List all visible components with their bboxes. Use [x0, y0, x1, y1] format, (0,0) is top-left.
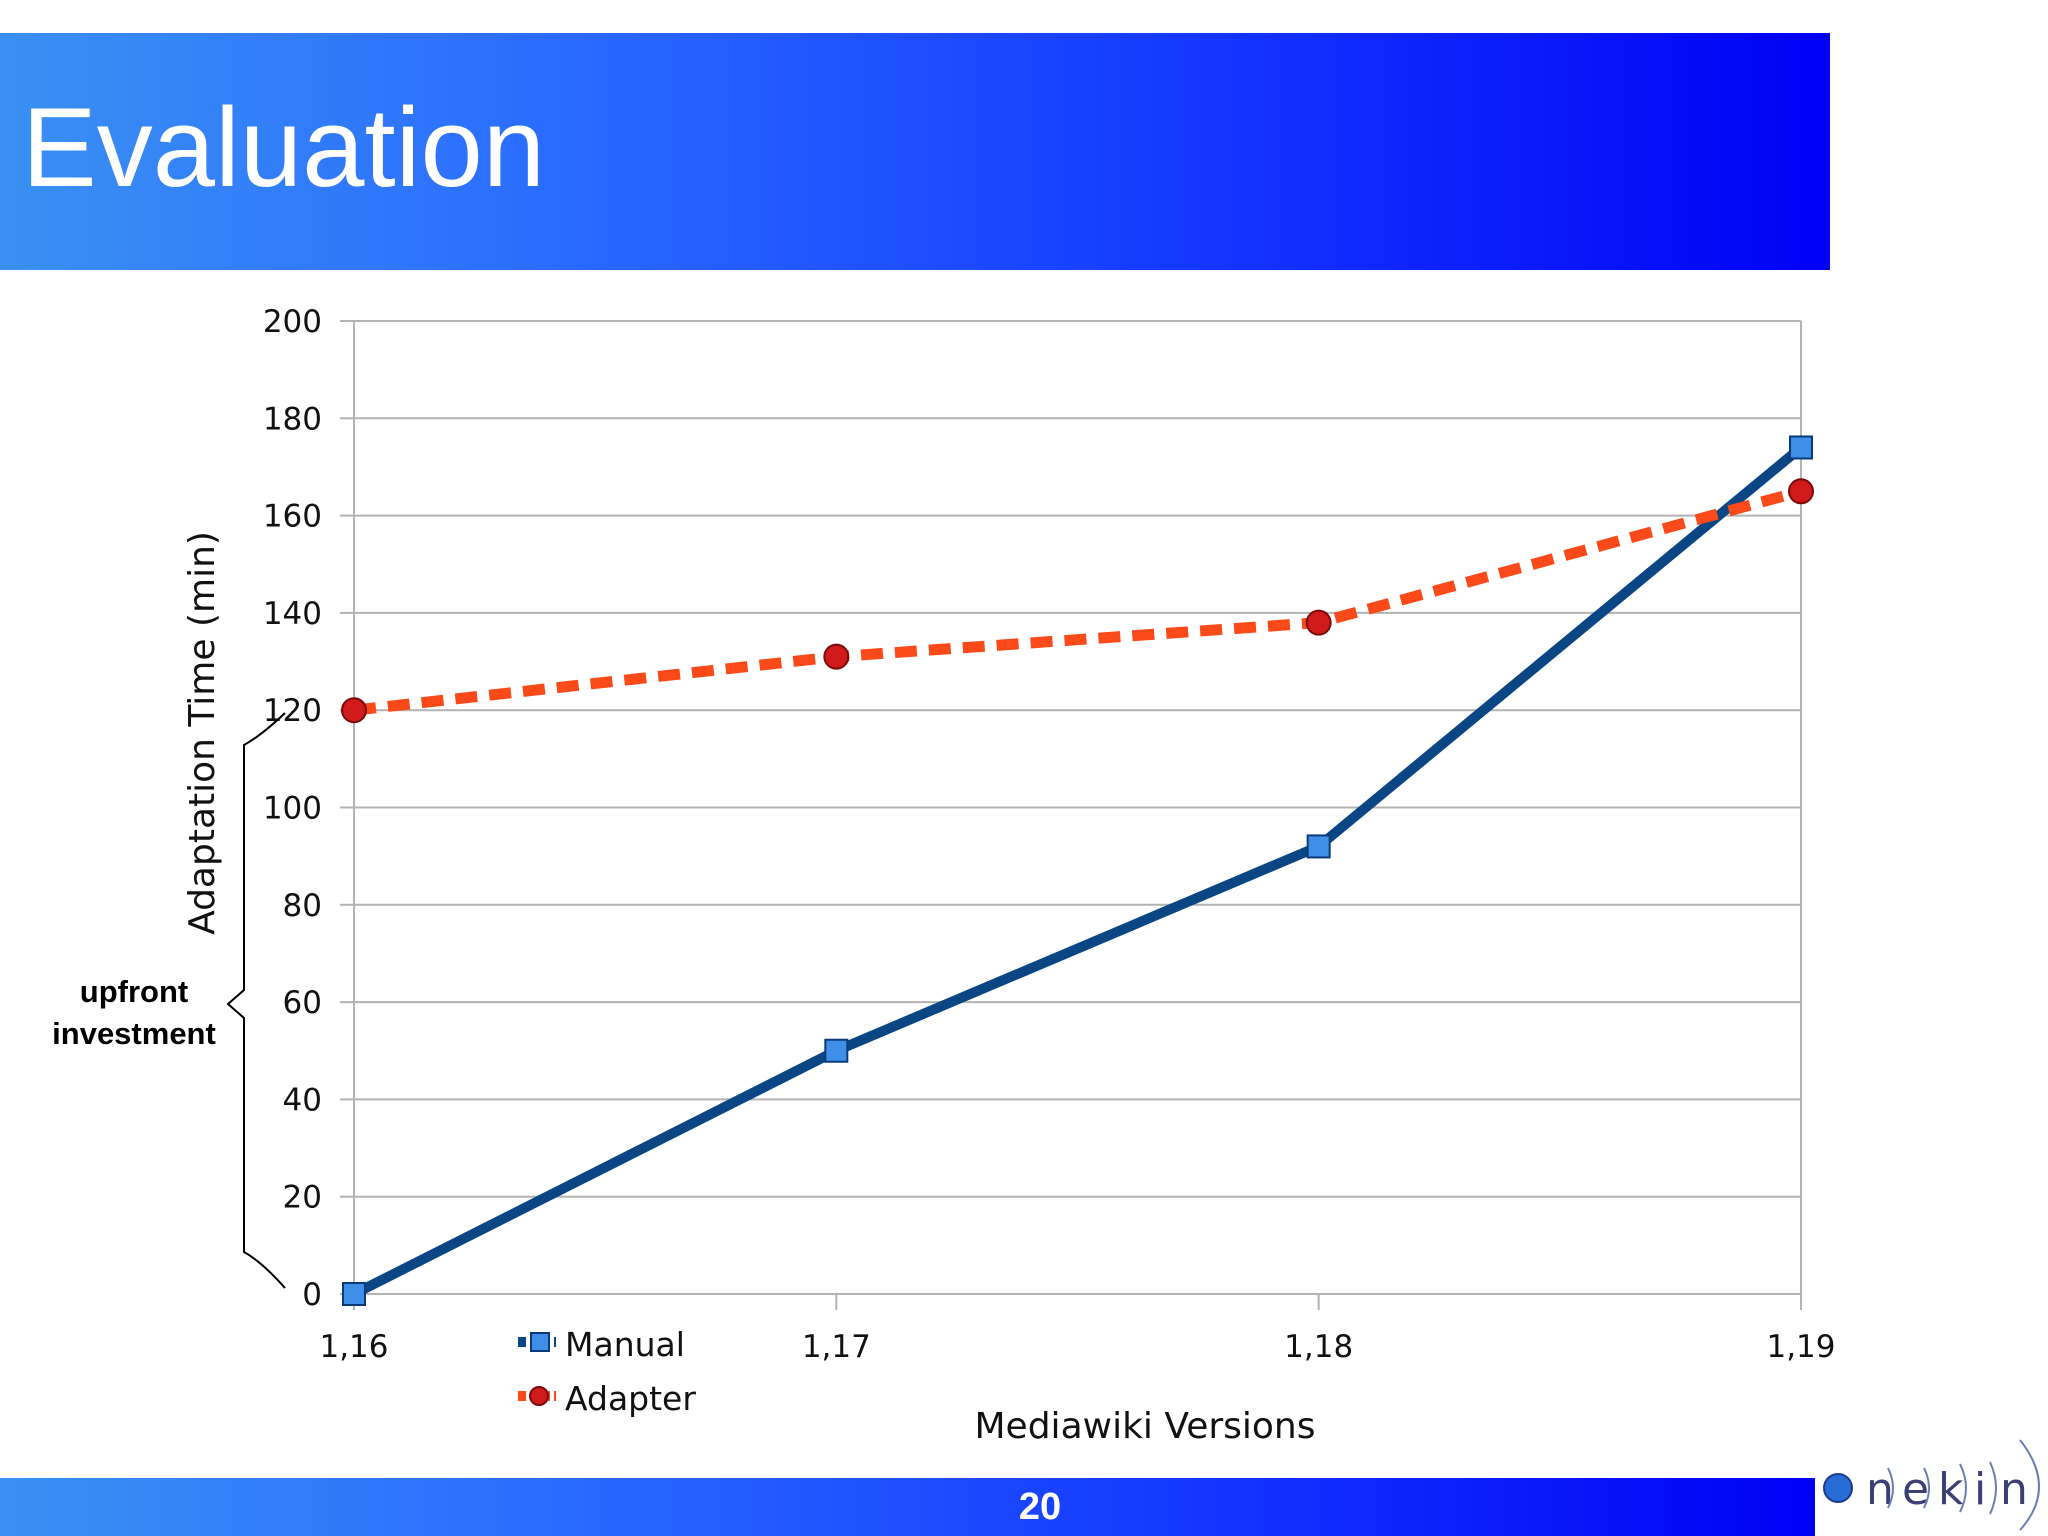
point-adapter-1 — [823, 643, 850, 670]
annotation-line-2: investment — [52, 1016, 216, 1051]
legend-item-manual: Manual — [518, 1325, 685, 1364]
y-tick-label-80: 80 — [283, 888, 322, 924]
upfront-investment-annotation: upfront investment — [52, 712, 286, 1289]
series-line-manual — [351, 443, 1805, 1299]
y-tick-label-180: 180 — [263, 401, 322, 437]
onekin-logo: onekin n e k i n — [1823, 1439, 2040, 1531]
svg-text:n: n — [2000, 1464, 2028, 1515]
logo-sphere — [1823, 1473, 1853, 1503]
y-tick-label-0: 0 — [302, 1277, 322, 1313]
point-manual-2 — [1306, 834, 1331, 859]
x-axis-title: Mediawiki Versions — [975, 1406, 1316, 1447]
y-tick-label-40: 40 — [283, 1082, 322, 1118]
y-tick-label-100: 100 — [263, 791, 322, 827]
footer-bar — [0, 1478, 1815, 1536]
annotation-line-1: upfront — [80, 974, 188, 1009]
legend-label-adapter: Adapter — [565, 1379, 696, 1418]
x-tick-label-1-19: 1,19 — [1766, 1329, 1835, 1365]
x-tick-label-1-16: 1,16 — [319, 1329, 388, 1365]
y-tick-label-200: 200 — [263, 304, 322, 340]
x-tick-label-1-17: 1,17 — [802, 1329, 871, 1365]
point-manual-3 — [1789, 435, 1813, 460]
point-adapter-2 — [1305, 609, 1332, 636]
y-tick-label-160: 160 — [263, 499, 322, 535]
legend-marker-manual — [530, 1332, 550, 1352]
y-axis-title: Adaptation Time (min) — [182, 531, 223, 935]
point-adapter-0 — [341, 697, 367, 724]
y-tick-label-60: 60 — [283, 985, 322, 1021]
legend-marker-adapter — [529, 1386, 549, 1406]
annotation-brace — [226, 712, 286, 1289]
point-manual-0 — [342, 1282, 366, 1306]
legend: Manual Adapter — [518, 1325, 696, 1418]
series-line-adapter — [353, 485, 1803, 716]
grid-lines — [354, 320, 1801, 1295]
y-tick-label-20: 20 — [283, 1180, 322, 1216]
x-tick-label-1-18: 1,18 — [1284, 1329, 1353, 1365]
legend-item-adapter: Adapter — [518, 1379, 696, 1418]
slide-title: Evaluation — [22, 85, 546, 210]
point-manual-1 — [824, 1038, 849, 1063]
title-bar — [0, 33, 1830, 270]
page-number: 20 — [1018, 1486, 1062, 1528]
y-tick-label-140: 140 — [263, 596, 322, 632]
svg-text:i: i — [1974, 1464, 1986, 1515]
point-adapter-3 — [1788, 478, 1814, 505]
svg-text:k: k — [1938, 1464, 1964, 1515]
series-layer — [341, 435, 1814, 1306]
legend-label-manual: Manual — [565, 1325, 685, 1364]
